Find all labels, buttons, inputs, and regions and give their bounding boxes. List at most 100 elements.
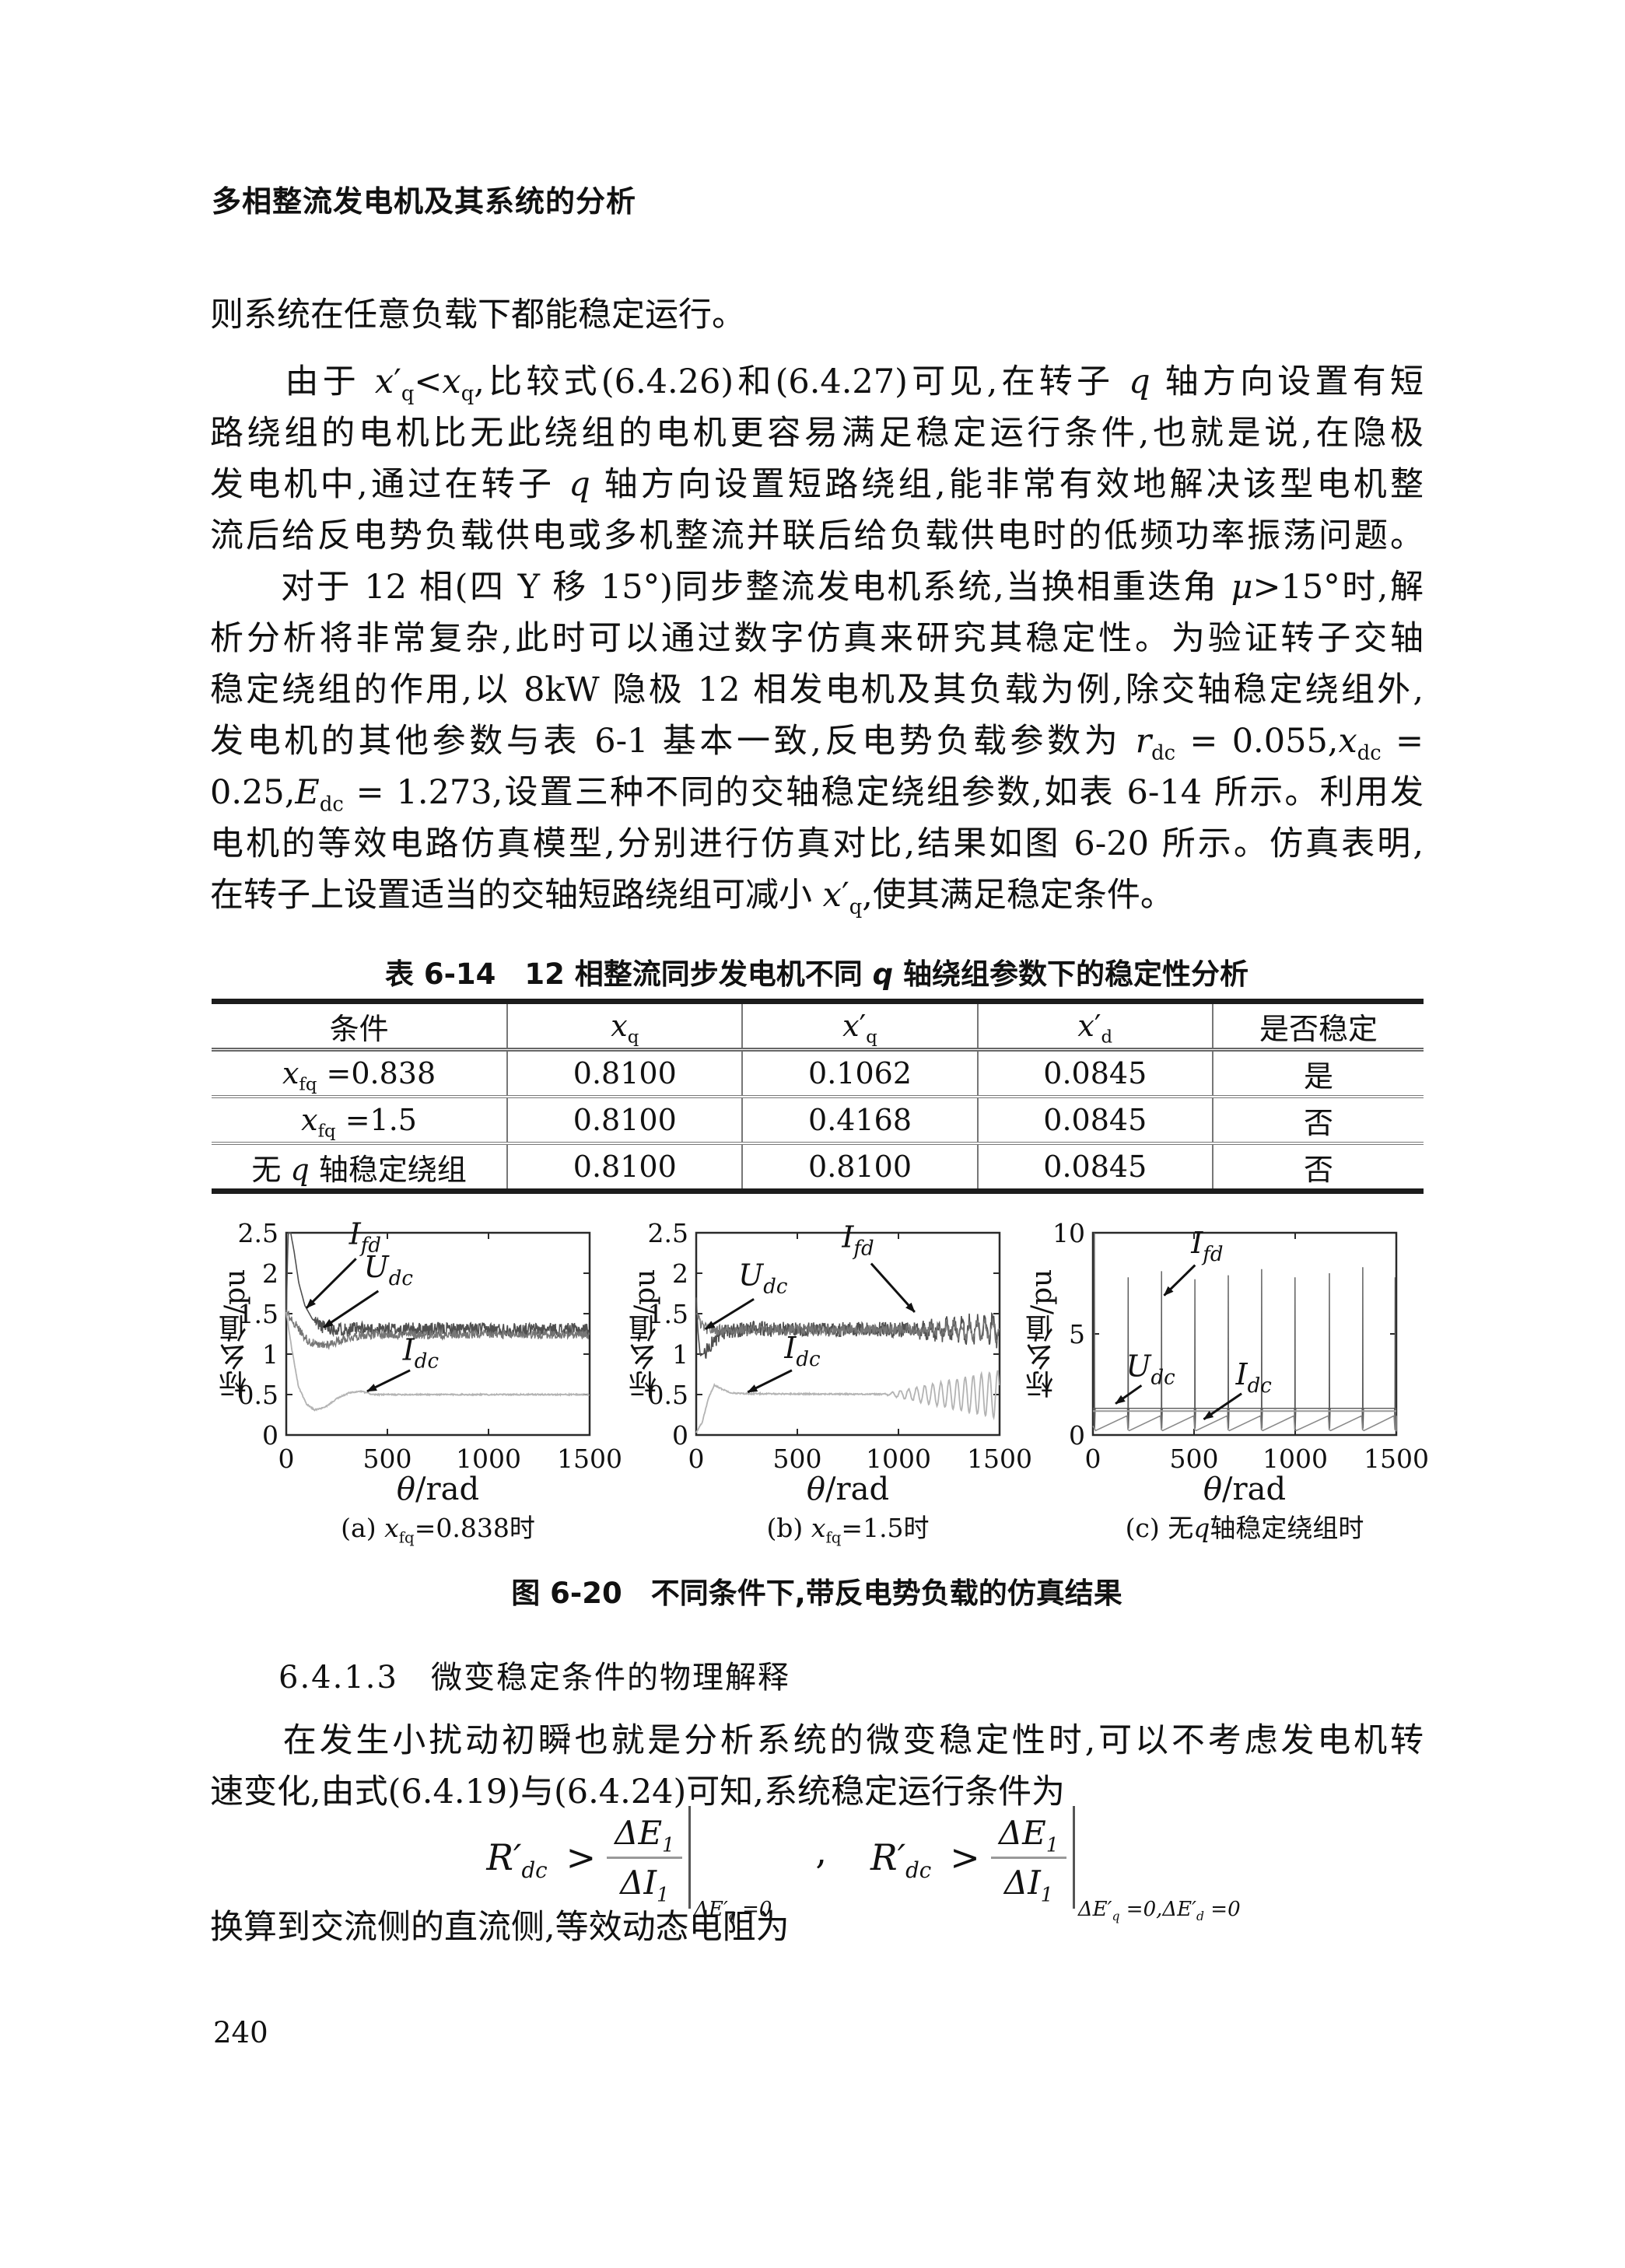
- svg-text:5: 5: [1069, 1319, 1085, 1349]
- table-header-cell: 是否稳定: [1211, 1001, 1424, 1050]
- svg-text:Udc: Udc: [738, 1258, 788, 1299]
- chart-b-caption: (b) xfq=1.5时: [766, 1513, 930, 1547]
- svg-text:10: 10: [1052, 1218, 1085, 1248]
- svg-text:Idc: Idc: [402, 1332, 440, 1373]
- chart-a: 标幺值/pu 0 500 1000 1500 0 0.5 1 1.5 2 2.5 Ifd Udc Idc…: [166, 1198, 622, 1548]
- table-cell: 0.4168: [741, 1097, 979, 1143]
- chart-b-plot: 0 500 1000 1500 0 0.5 1 1.5 2 2.5 Udc Ifd Idc: [648, 1218, 1032, 1474]
- text-line: 对于 12 相(四 Y 移 15°)同步整流发电机系统,当换相重迭角 μ>15°…: [210, 568, 1424, 607]
- svg-text:Idc: Idc: [783, 1331, 821, 1371]
- table-header-cell: x′d: [976, 1001, 1213, 1050]
- stability-formula: R′dc > ΔE1 ΔI1 ΔE′q =0 , R′dc > ΔE1 ΔI1 …: [210, 1806, 1424, 1923]
- svg-text:Ifd: Ifd: [348, 1217, 381, 1258]
- stability-table: 条件 xq x′q x′d 是否稳定 xfq =0.838 0.8100 0.1062 0.0…: [212, 999, 1424, 1194]
- chart-b-xlabel: θ/rad: [806, 1472, 890, 1507]
- svg-text:0: 0: [672, 1420, 688, 1451]
- text-line: 0.25,Edc = 1.273,设置三种不同的交轴稳定绕组参数,如表 6-14…: [210, 773, 1424, 817]
- text-line: 稳定绕组的作用,以 8kW 隐极 12 相发电机及其负载为例,除交轴稳定绕组外,: [210, 670, 1424, 709]
- svg-text:0: 0: [278, 1444, 295, 1474]
- chart-a-xlabel: θ/rad: [396, 1472, 480, 1507]
- formula-condition: ΔE′q =0,ΔE′d =0: [1077, 1898, 1241, 1924]
- table-cell: 0.8100: [506, 1097, 744, 1143]
- chart-c-plot: 0 500 1000 1500 0 5 10 Ifd Udc Idc: [1052, 1218, 1429, 1474]
- svg-text:0: 0: [1085, 1444, 1101, 1474]
- running-header: 多相整流发电机及其系统的分析: [212, 184, 637, 219]
- table-cell: 是: [1211, 1049, 1424, 1097]
- table-header-cell: x′q: [741, 1001, 979, 1050]
- formula-eq1: R′dc > ΔE1 ΔI1 ΔE′q =0: [486, 1806, 772, 1923]
- svg-text:Udc: Udc: [364, 1250, 414, 1290]
- table-cell: xfq =1.5: [212, 1097, 509, 1143]
- paragraph-2: 由于 x′q<xq,比较式(6.4.26)和(6.4.27)可见,在转子 q 轴…: [210, 356, 1424, 562]
- svg-text:1000: 1000: [866, 1444, 931, 1474]
- table-header: 条件 xq x′q x′d 是否稳定: [212, 1001, 1424, 1050]
- svg-text:1000: 1000: [456, 1444, 521, 1474]
- table-cell: 0.1062: [741, 1049, 979, 1097]
- figure-caption: 图 6-20 不同条件下,带反电势负载的仿真结果: [511, 1577, 1122, 1610]
- text-line: 析分析将非常复杂,此时可以通过数字仿真来研究其稳定性。为验证转子交轴: [210, 619, 1424, 658]
- svg-text:1.5: 1.5: [648, 1299, 688, 1329]
- table-cell: 0.8100: [506, 1049, 744, 1097]
- svg-text:1500: 1500: [557, 1444, 622, 1474]
- formula-eq2: R′dc > ΔE1 ΔI1 ΔE′q =0,ΔE′d =0: [870, 1806, 1241, 1923]
- section-heading: 6.4.1.3 微变稳定条件的物理解释: [278, 1660, 790, 1696]
- table-cell: 否: [1211, 1143, 1424, 1192]
- chart-a-caption: (a) xfq=0.838时: [341, 1513, 535, 1547]
- chart-b: 标幺值/pu 0 500 1000 1500 0 0.5 1 1.5 2 2.5 Udc Ifd Idc…: [576, 1198, 1032, 1548]
- table-cell: 0.8100: [741, 1143, 979, 1192]
- text-line: 在发生小扰动初瞬也就是分析系统的微变稳定性时,可以不考虑发电机转: [210, 1721, 1424, 1760]
- fraction: ΔE1 ΔI1: [607, 1814, 683, 1904]
- svg-text:1: 1: [262, 1339, 278, 1370]
- svg-text:2: 2: [262, 1258, 278, 1289]
- chart-c: 标幺值/pu 0 500 1000 1500 0 5 10 Ifd Udc Idc θ/rad (…: [972, 1198, 1429, 1548]
- svg-text:1.5: 1.5: [238, 1299, 278, 1329]
- svg-text:Udc: Udc: [1126, 1349, 1175, 1390]
- text-line: 路绕组的电机比无此绕组的电机更容易满足稳定运行条件,也就是说,在隐极: [210, 414, 1424, 453]
- svg-text:Ifd: Ifd: [1190, 1226, 1223, 1266]
- table-cell: 无 q 轴稳定绕组: [212, 1143, 509, 1192]
- paragraph-1: 则系统在任意负载下都能稳定运行。: [210, 289, 1424, 341]
- formula-lhs: R′dc: [486, 1836, 548, 1884]
- table-row: 无 q 轴稳定绕组 0.8100 0.8100 0.0845 否: [212, 1143, 1424, 1192]
- table-cell: xfq =0.838: [212, 1049, 509, 1097]
- text-line: 则系统在任意负载下都能稳定运行。: [210, 296, 745, 334]
- table-caption: 表 6-14 12 相整流同步发电机不同 q 轴绕组参数下的稳定性分析: [384, 957, 1249, 991]
- table-cell: 0.8100: [506, 1143, 744, 1192]
- table-row: xfq =1.5 0.8100 0.4168 0.0845 否: [212, 1097, 1424, 1143]
- paragraph-3: 对于 12 相(四 Y 移 15°)同步整流发电机系统,当换相重迭角 μ>15°…: [210, 562, 1424, 921]
- table-cell: 否: [1211, 1097, 1424, 1143]
- svg-text:1500: 1500: [1364, 1444, 1429, 1474]
- table-body: xfq =0.838 0.8100 0.1062 0.0845 是 xfq =1.5 0.8…: [212, 1049, 1424, 1192]
- text-line: 在转子上设置适当的交轴短路绕组可减小 x′q,使其满足稳定条件。: [210, 876, 1174, 919]
- page-number: 240: [213, 2016, 268, 2049]
- text-line: 发电机的其他参数与表 6-1 基本一致,反电势负载参数为 rdc = 0.055…: [210, 722, 1424, 765]
- text-line: 电机的等效电路仿真模型,分别进行仿真对比,结果如图 6-20 所示。仿真表明,: [210, 824, 1424, 863]
- svg-text:0.5: 0.5: [648, 1380, 688, 1410]
- paragraph-5: 换算到交流侧的直流侧,等效动态电阻为: [210, 1902, 1424, 1953]
- svg-text:2.5: 2.5: [238, 1218, 278, 1248]
- formula-lhs: R′dc: [870, 1836, 932, 1884]
- text-line: 速变化,由式(6.4.19)与(6.4.24)可知,系统稳定运行条件为: [210, 1773, 1065, 1811]
- svg-text:2.5: 2.5: [648, 1218, 688, 1248]
- svg-text:500: 500: [773, 1444, 822, 1474]
- table-cell: 0.0845: [976, 1097, 1213, 1143]
- svg-text:0: 0: [1069, 1420, 1085, 1451]
- svg-text:1: 1: [672, 1339, 688, 1370]
- text-line: 由于 x′q<xq,比较式(6.4.26)和(6.4.27)可见,在转子 q 轴…: [210, 362, 1424, 406]
- svg-text:500: 500: [1170, 1444, 1219, 1474]
- greater-than-sign: >: [566, 1836, 597, 1878]
- svg-text:1000: 1000: [1263, 1444, 1328, 1474]
- svg-text:500: 500: [363, 1444, 412, 1474]
- paragraph-4: 在发生小扰动初瞬也就是分析系统的微变稳定性时,可以不考虑发电机转 速变化,由式(6…: [210, 1715, 1424, 1818]
- formula-separator: ,: [815, 1830, 828, 1872]
- table-cell: 0.0845: [976, 1049, 1213, 1097]
- table-row: xfq =0.838 0.8100 0.1062 0.0845 是: [212, 1049, 1424, 1097]
- chart-c-xlabel: θ/rad: [1203, 1472, 1287, 1507]
- formula-condition: ΔE′q =0: [694, 1898, 772, 1924]
- evaluation-bar: [688, 1806, 692, 1909]
- table-header-cell: xq: [506, 1001, 744, 1050]
- svg-text:2: 2: [672, 1258, 688, 1289]
- svg-text:Idc: Idc: [1235, 1357, 1273, 1398]
